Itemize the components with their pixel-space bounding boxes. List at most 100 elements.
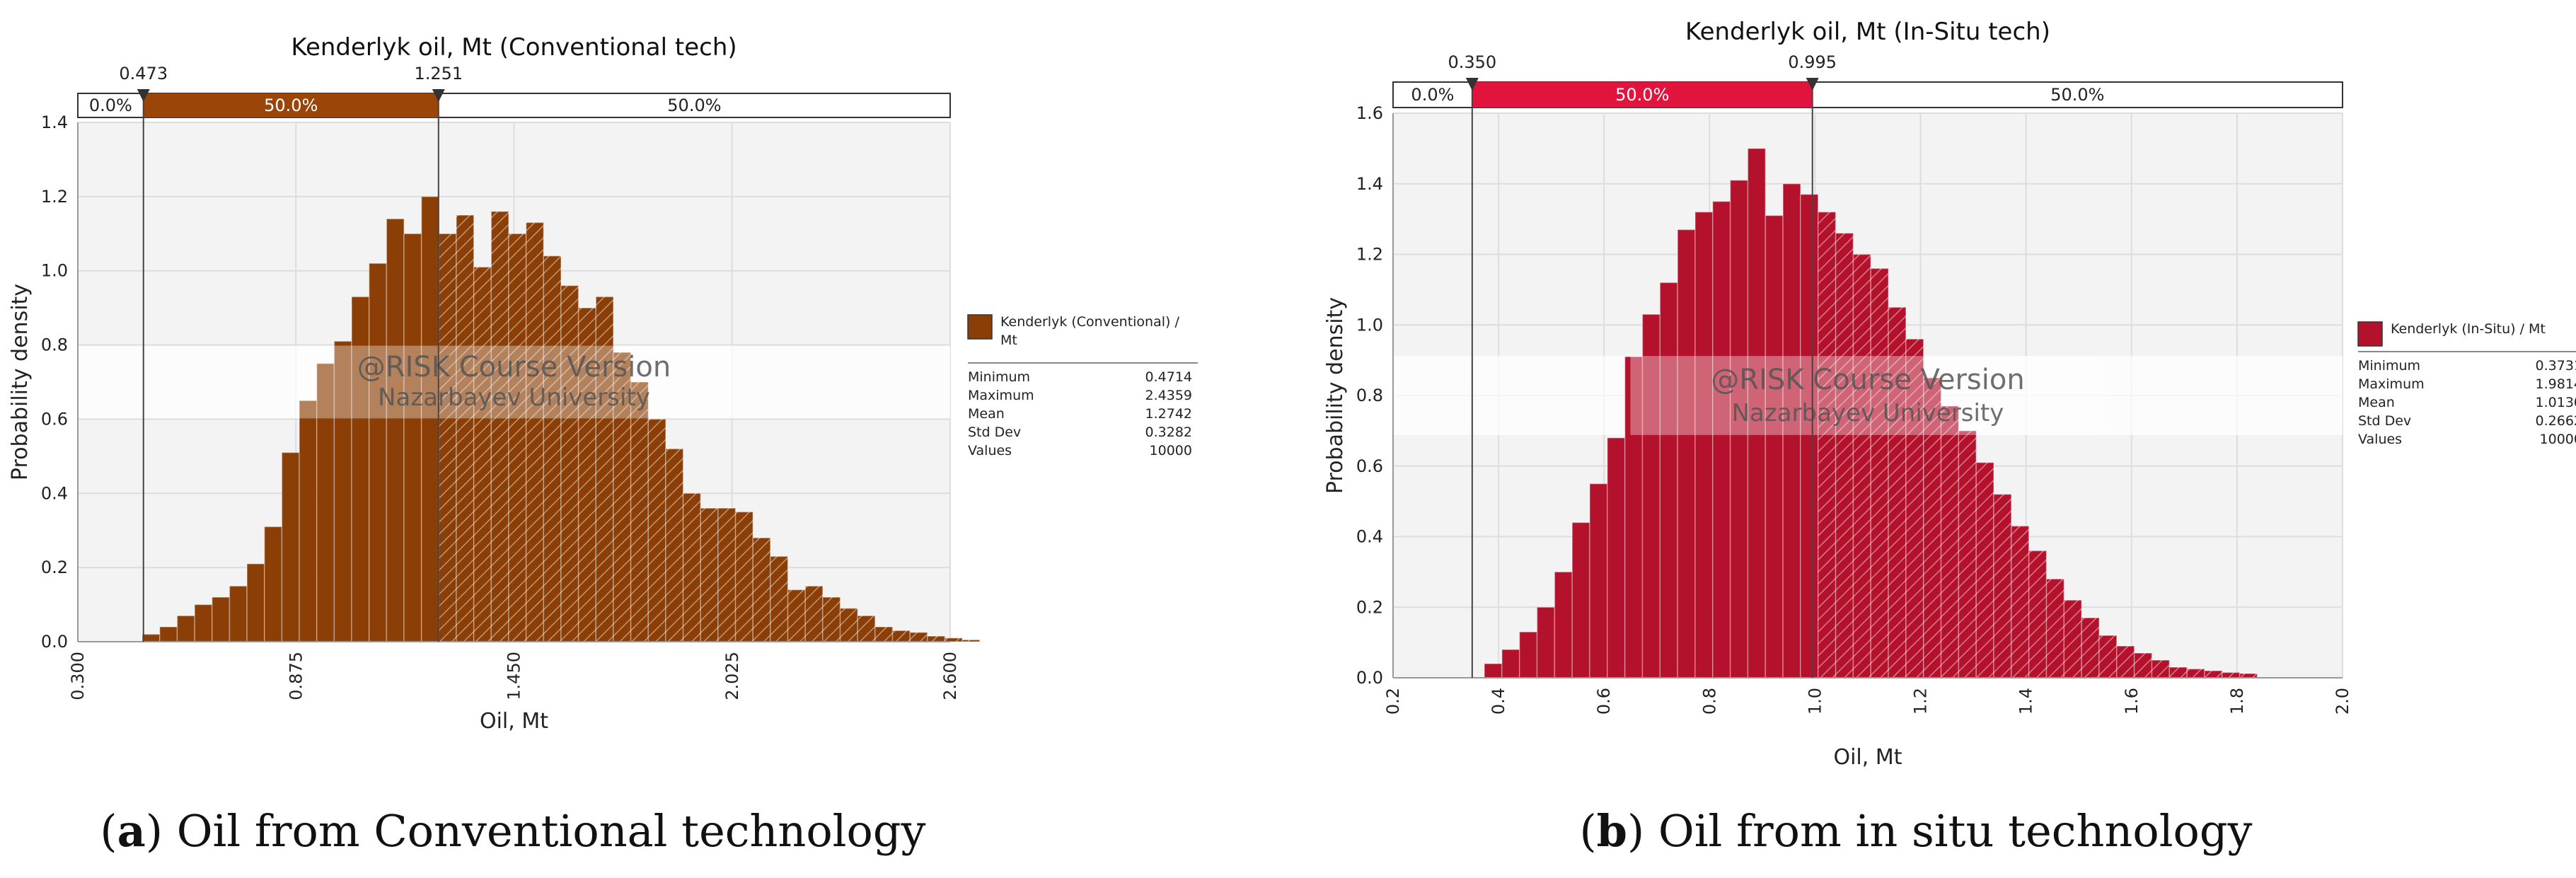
chart-1-x-tick-label: 0.6 [1594, 688, 1614, 715]
chart-0-histogram-bar-hatch [473, 267, 492, 642]
chart-0-marker-label-left: 0.473 [119, 64, 168, 83]
chart-1-histogram-bar-hatch [1888, 307, 1906, 678]
chart-1-histogram-bar-hatch [2099, 635, 2117, 678]
chart-1-histogram-bar [1554, 571, 1573, 678]
chart-0-y-tick-label: 0.4 [41, 483, 68, 503]
chart-0-y-tick-label: 1.0 [41, 261, 68, 281]
chart-1-x-tick-label: 1.4 [2016, 688, 2036, 715]
chart-1-histogram-bar-hatch [2028, 550, 2047, 678]
chart-0-histogram-bar-hatch [805, 586, 823, 642]
chart-1-histogram-bar-hatch [1941, 405, 1959, 678]
chart-0-histogram-bar-hatch [857, 616, 875, 642]
chart-1-legend-stat-label: Mean [2358, 395, 2395, 410]
chart-0-histogram-bar-hatch [665, 449, 683, 642]
chart-1-histogram-bar-hatch [1835, 233, 1854, 678]
chart-0-histogram-bar-hatch [962, 640, 980, 642]
chart-0-watermark-line2: Nazarbayev University [378, 383, 650, 412]
chart-0-histogram-bar-hatch [560, 285, 579, 642]
chart-0-histogram-bar-hatch [630, 382, 649, 642]
chart-1-histogram-bar-hatch [2134, 653, 2152, 678]
chart-1-histogram-bar [1518, 631, 1538, 678]
chart-0-histogram-bar [386, 218, 405, 642]
chart-0-histogram-bar-hatch [613, 352, 631, 642]
chart-1-marker-triangle-left [1465, 78, 1479, 91]
chart-0-histogram-bar [281, 451, 300, 642]
chart-0-legend-series-name: Mt [1000, 333, 1017, 348]
chart-1-y-axis-label: Probability density [1323, 297, 1348, 494]
chart-0-histogram-bar-hatch [648, 419, 666, 642]
chart-0-histogram-bar-hatch [700, 508, 718, 642]
chart-0-caption: (a) Oil from Conventional technology [100, 805, 925, 857]
chart-1-histogram-bar-hatch [1905, 339, 1924, 678]
chart-0-histogram-bar-hatch [683, 493, 701, 642]
chart-1-marker-triangle-right [1806, 78, 1819, 91]
chart-1-histogram-bar [1677, 229, 1696, 678]
chart-1-band-label-right: 50.0% [2050, 85, 2104, 105]
chart-0-y-tick-label: 0.0 [41, 632, 68, 652]
chart-1-histogram-bar-hatch [2152, 660, 2170, 678]
chart-1-histogram-bar-hatch [2222, 672, 2240, 678]
chart-0-legend-stat-label: Minimum [968, 369, 1030, 385]
chart-0-histogram-bar-hatch [840, 608, 858, 642]
chart-0-histogram-bar-hatch [874, 627, 893, 642]
chart-1-x-tick-label: 1.2 [1911, 688, 1931, 715]
chart-1-histogram-bar [1607, 437, 1626, 678]
chart-1-legend-stat-label: Values [2358, 432, 2402, 447]
chart-1-marker-label-right: 0.995 [1788, 52, 1837, 72]
chart-0-marker-triangle-right [432, 89, 445, 102]
chart-0-histogram-bar [403, 233, 422, 642]
chart-1-histogram-bar-hatch [2239, 674, 2258, 678]
chart-0-watermark-overlay [296, 345, 732, 419]
chart-1-histogram-bar-hatch [2011, 526, 2029, 678]
chart-1-histogram-bar-hatch [1958, 430, 1977, 678]
chart-1-x-tick-label: 0.8 [1699, 688, 1719, 715]
chart-0-legend-series-name: Kenderlyk (Conventional) / [1000, 314, 1179, 330]
chart-1-histogram-bar-hatch [2046, 579, 2064, 678]
chart-1-y-tick-label: 0.6 [1356, 456, 1383, 476]
chart-0-y-axis-label: Probability density [8, 284, 33, 480]
chart-0-watermark-line1: @RISK Course Version [357, 351, 671, 383]
chart-0-band-label-right: 50.0% [667, 96, 721, 115]
chart-1-histogram-bar [1729, 180, 1749, 678]
chart-0-histogram-bar-hatch [910, 632, 928, 642]
chart-0-histogram-bar [176, 615, 195, 642]
chart-0-histogram-bar-hatch [735, 512, 753, 642]
chart-1-histogram-bar-hatch [2064, 600, 2082, 678]
chart-1-histogram-bar [1484, 663, 1503, 678]
chart-1-band-label-middle: 50.0% [1615, 85, 1669, 105]
chart-0-histogram-bar [159, 626, 178, 642]
chart-1-y-tick-label: 1.6 [1356, 103, 1383, 123]
chart-0-y-tick-label: 0.2 [41, 558, 68, 577]
chart-1-histogram-bar [1712, 200, 1731, 678]
chart-1-y-tick-label: 1.0 [1356, 315, 1383, 335]
chart-0-y-tick-label: 0.6 [41, 409, 68, 429]
chart-1-legend-stat-value: 0.3731 [2536, 358, 2576, 374]
chart-1-histogram-bar-hatch [2169, 667, 2188, 678]
chart-0-percentile-band-middle [143, 93, 439, 117]
chart-1-x-tick-label: 2.0 [2333, 688, 2352, 715]
chart-0-x-tick-label: 2.600 [940, 652, 960, 700]
chart-1-watermark-line1: @RISK Course Version [1711, 364, 2024, 396]
chart-0-legend-stat-value: 0.4714 [1145, 369, 1192, 385]
chart-0-title: Kenderlyk oil, Mt (Conventional tech) [291, 33, 737, 62]
chart-0-histogram-bar [351, 296, 370, 642]
chart-0-histogram-bar [420, 196, 440, 642]
chart-0-histogram-bar-hatch [491, 211, 509, 642]
chart-0-histogram-bar-hatch [717, 508, 736, 642]
chart-1-histogram-bar-hatch [1853, 254, 1871, 678]
chart-1-histogram-bar [1694, 211, 1714, 678]
chart-1-y-tick-label: 1.4 [1356, 174, 1383, 194]
chart-0-histogram-bar [333, 340, 352, 642]
chart-1-x-tick-label: 1.0 [1805, 688, 1825, 715]
panel-in-situ: @RISK Course Version Nazarbayev Universit… [1323, 18, 2576, 857]
chart-0-legend-stat-label: Values [968, 443, 1012, 458]
chart-0-x-tick-label: 0.300 [68, 652, 88, 700]
chart-0-legend-stat-label: Maximum [968, 388, 1034, 403]
chart-1-histogram-bar [1782, 183, 1801, 678]
chart-1-y-tick-label: 1.2 [1356, 245, 1383, 265]
chart-0-legend-stat-value: 10000 [1150, 443, 1192, 458]
chart-1-legend-stat-value: 0.2662 [2536, 413, 2576, 429]
chart-1-legend-stat-label: Minimum [2358, 358, 2420, 374]
